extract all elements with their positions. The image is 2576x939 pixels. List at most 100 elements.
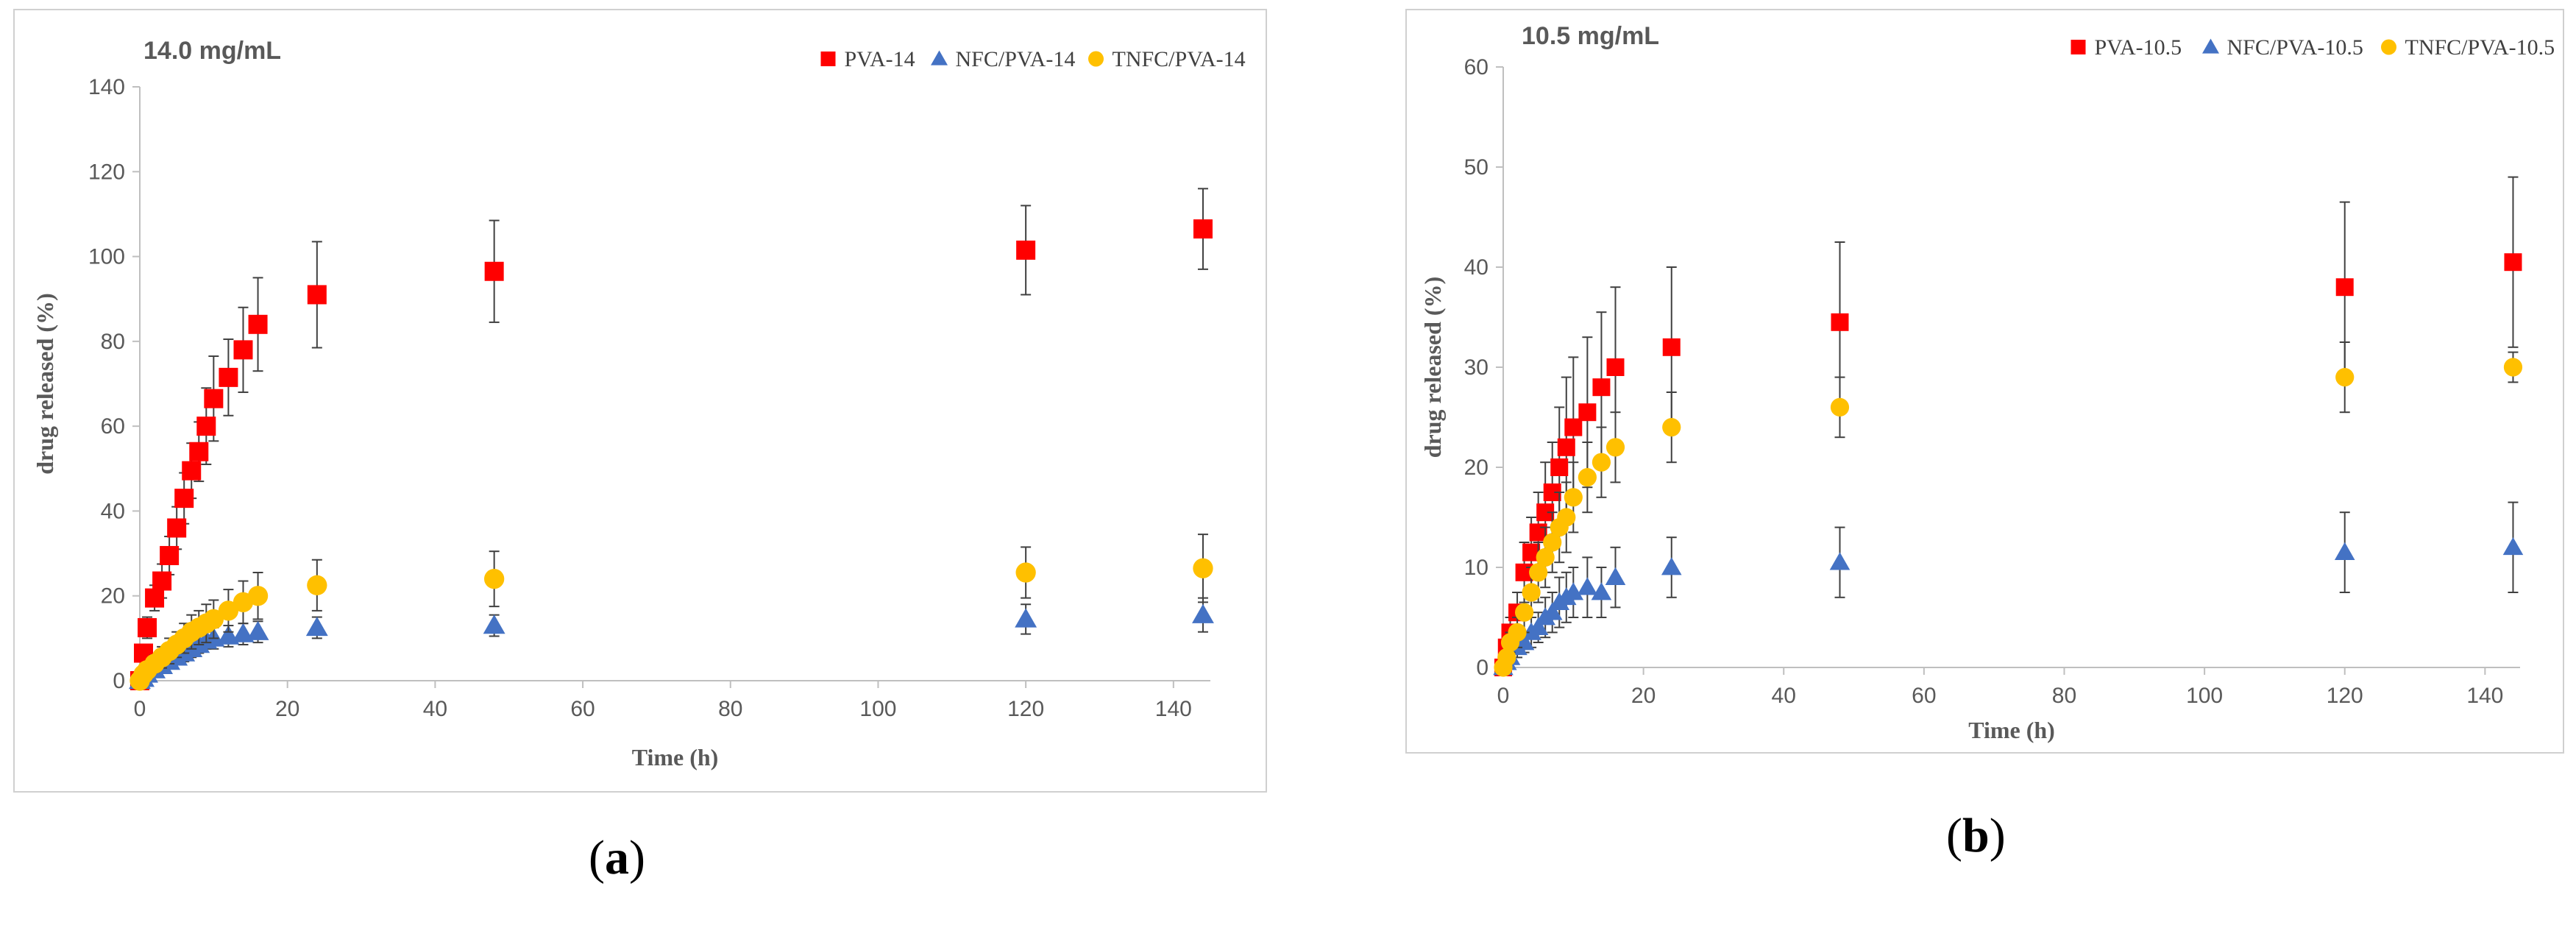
chart-b-legend-marker-tnfc-pva-10-5: [2381, 39, 2396, 55]
chart-b-y-tick-label: 30: [1464, 355, 1489, 380]
chart-b-point-pva-10-5: [2504, 253, 2522, 272]
chart-a-legend-label-nfc-pva-14: NFC/PVA-14: [956, 47, 1076, 71]
chart-a-point-pva-14: [182, 461, 202, 481]
chart-a-point-pva-14: [1193, 219, 1213, 239]
chart-b-y-tick-label: 0: [1476, 656, 1489, 680]
chart-a-point-pva-14: [189, 442, 209, 461]
chart-a-y-tick-label: 0: [113, 669, 125, 693]
chart-a-point-tnfc-pva-14: [1015, 562, 1036, 583]
chart-b-series-nfc-pva-10-5: [1493, 501, 2524, 676]
chart-b-point-nfc-pva-10-5: [1527, 617, 1549, 635]
chart-b-point-tnfc-pva-10-5: [1830, 397, 1850, 417]
chart-a-legend-marker-pva-14: [820, 52, 836, 66]
chart-a-x-tick-label: 100: [859, 697, 896, 721]
chart-b-point-tnfc-pva-10-5: [1578, 468, 1597, 487]
chart-a-legend-label-pva-14: PVA-14: [845, 47, 915, 71]
chart-a-point-pva-14: [233, 340, 253, 360]
chart-a-point-pva-14: [307, 285, 327, 305]
chart-a-y-tick-label: 60: [101, 414, 125, 439]
chart-b-x-tick-label: 40: [1772, 684, 1796, 708]
chart-b-legend-label-tnfc-pva-10-5: TNFC/PVA-10.5: [2405, 35, 2555, 60]
chart-b-point-nfc-pva-10-5: [1591, 582, 1612, 600]
chart-b-point-pva-10-5: [1578, 403, 1597, 422]
chart-b-x-tick-label: 60: [1912, 684, 1936, 708]
chart-b-point-pva-10-5: [1662, 338, 1681, 356]
chart-b-point-nfc-pva-10-5: [2502, 537, 2524, 556]
chart-b-point-tnfc-pva-10-5: [1536, 548, 1555, 567]
chart-b-point-tnfc-pva-10-5: [1529, 563, 1548, 582]
chart-a-point-tnfc-pva-14: [247, 586, 269, 606]
chart-b-point-tnfc-pva-10-5: [1592, 453, 1611, 472]
chart-a-y-axis-title: drug released (%): [32, 293, 58, 474]
chart-a-point-tnfc-pva-14: [307, 575, 327, 595]
chart-b-point-tnfc-pva-10-5: [1564, 488, 1583, 507]
chart-b-legend-marker-nfc-pva-10-5: [2202, 38, 2219, 54]
chart-b-point-nfc-pva-10-5: [1829, 552, 1851, 570]
chart-b-legend: TNFC/PVA-10.5 NFC/PVA-10.5 PVA-10.5: [2071, 35, 2555, 60]
chart-b-point-pva-10-5: [1831, 313, 1849, 331]
chart-b-point-pva-10-5: [1557, 438, 1575, 456]
chart-b-point-tnfc-pva-10-5: [2503, 358, 2523, 377]
chart-b-y-axis-title: drug released (%): [1419, 277, 1446, 458]
panel-label-a: (a): [589, 831, 645, 885]
chart-a: 0 20 40 60 80 100 120 140 0 20 40 60 80 100 120 140 Time…: [32, 37, 1246, 770]
chart-a-y-tick-label: 40: [101, 499, 125, 523]
chart-a-y-tick-label: 100: [88, 245, 125, 269]
chart-b-point-tnfc-pva-10-5: [1514, 603, 1534, 622]
chart-a-point-pva-14: [196, 417, 216, 436]
chart-a-point-pva-14: [219, 367, 238, 387]
chart-b-point-tnfc-pva-10-5: [1508, 623, 1527, 642]
chart-a-series-nfc-pva-14: [129, 597, 1214, 690]
chart-a-point-tnfc-pva-14: [218, 600, 239, 621]
chart-b-y-tick-label: 50: [1464, 155, 1489, 180]
chart-a-legend-marker-nfc-pva-14: [931, 50, 948, 65]
chart-a-y-tick-label: 80: [101, 330, 125, 354]
chart-a-point-nfc-pva-14: [305, 616, 328, 637]
chart-a-x-tick-label: 40: [423, 697, 447, 721]
chart-b-y-tick-label: 20: [1464, 456, 1489, 480]
chart-a-x-tick-label: 120: [1007, 697, 1044, 721]
chart-b-y-tick-label: 60: [1464, 55, 1489, 79]
chart-b-legend-marker-pva-10-5: [2071, 40, 2086, 54]
chart-b: 0 10 20 30 40 50 60 0 20 40 60 80 100 120 140 Time (h) d…: [1419, 22, 2555, 743]
chart-b-x-tick-label: 20: [1631, 684, 1656, 708]
chart-a-point-pva-14: [138, 617, 157, 637]
chart-a-legend: TNFC/PVA-14 NFC/PVA-14 PVA-14: [820, 47, 1246, 71]
chart-b-point-tnfc-pva-10-5: [1605, 438, 1625, 457]
chart-b-point-nfc-pva-10-5: [1661, 557, 1682, 575]
chart-b-series-pva-10-5: [1494, 176, 2522, 676]
chart-b-point-pva-10-5: [1606, 358, 1625, 376]
chart-a-point-pva-14: [167, 518, 187, 538]
chart-a-point-tnfc-pva-14: [203, 609, 224, 630]
panel-label-b: (b): [1946, 809, 2006, 862]
chart-b-point-nfc-pva-10-5: [1605, 567, 1626, 585]
chart-b-x-tick-label: 140: [2466, 684, 2503, 708]
chart-a-point-nfc-pva-14: [1015, 608, 1037, 628]
chart-b-point-nfc-pva-10-5: [1577, 577, 1598, 595]
chart-b-point-pva-10-5: [1592, 378, 1611, 397]
chart-a-point-tnfc-pva-14: [484, 569, 505, 589]
chart-b-point-pva-10-5: [1564, 418, 1583, 436]
chart-b-x-tick-label: 100: [2186, 684, 2223, 708]
chart-b-point-tnfc-pva-10-5: [2335, 367, 2355, 387]
chart-a-point-pva-14: [204, 389, 224, 408]
chart-b-point-tnfc-pva-10-5: [1522, 583, 1541, 602]
chart-a-x-axis-title: Time (h): [632, 744, 719, 770]
chart-a-point-pva-14: [484, 261, 504, 281]
chart-a-title: 14.0 mg/mL: [143, 37, 281, 65]
chart-a-legend-label-tnfc-pva-14: TNFC/PVA-14: [1113, 47, 1246, 71]
chart-b-point-nfc-pva-10-5: [1514, 632, 1535, 651]
chart-b-point-nfc-pva-10-5: [1541, 602, 1563, 620]
chart-b-x-tick-label: 80: [2052, 684, 2076, 708]
chart-a-y-tick-label: 140: [88, 75, 125, 99]
chart-a-y-tick-label: 120: [88, 160, 125, 184]
chart-b-x-axis-title: Time (h): [1968, 717, 2055, 743]
chart-b-y-tick-label: 40: [1464, 255, 1489, 280]
chart-b-point-tnfc-pva-10-5: [1662, 418, 1681, 437]
chart-a-point-pva-14: [160, 545, 180, 565]
chart-b-point-tnfc-pva-10-5: [1557, 508, 1576, 527]
chart-b-point-pva-10-5: [2335, 278, 2354, 297]
chart-a-point-pva-14: [174, 489, 194, 509]
chart-a-x-tick-label: 20: [275, 697, 299, 721]
chart-b-point-tnfc-pva-10-5: [1497, 648, 1516, 667]
